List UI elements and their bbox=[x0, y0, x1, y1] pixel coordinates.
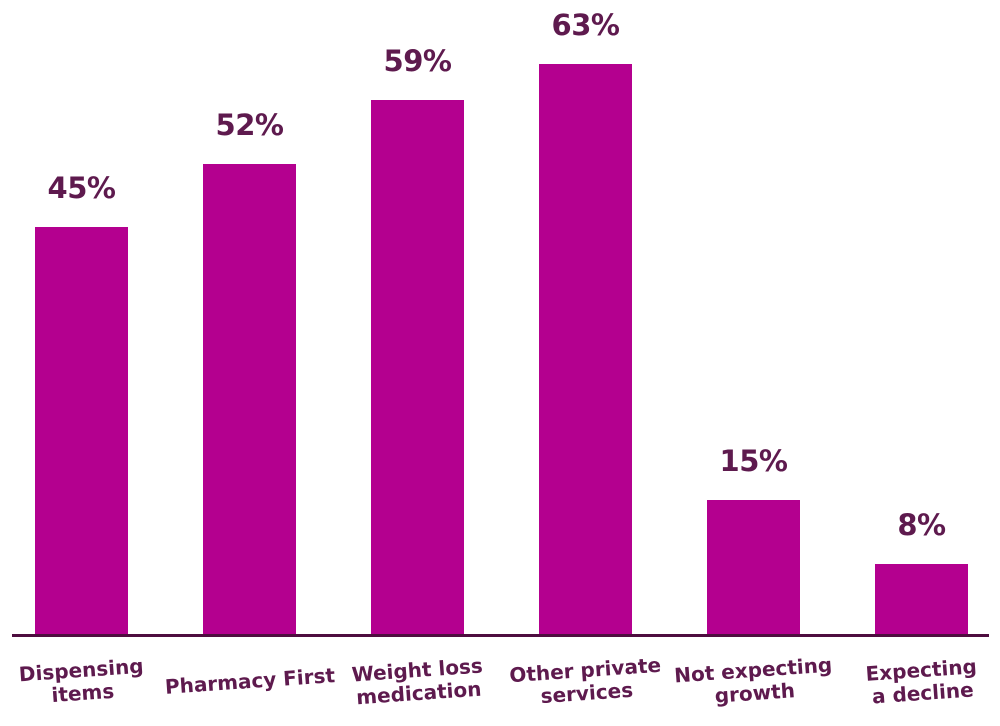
bar-value-label: 59% bbox=[383, 44, 452, 78]
category-label: Expecting a decline bbox=[830, 631, 1000, 726]
bar-value-label: 63% bbox=[551, 8, 620, 42]
category-label: Pharmacy First bbox=[158, 631, 342, 726]
bar bbox=[707, 500, 800, 637]
category-label: Not expecting growth bbox=[662, 631, 846, 726]
bar bbox=[539, 64, 632, 637]
bar-group: 52% bbox=[203, 0, 296, 637]
bar bbox=[203, 164, 296, 637]
bar-group: 59% bbox=[371, 0, 464, 637]
bar-value-label: 8% bbox=[897, 508, 946, 542]
category-label-line: growth bbox=[713, 677, 796, 708]
bar-value-label: 52% bbox=[215, 108, 284, 142]
bar bbox=[875, 564, 968, 637]
category-label: Dispensing items bbox=[0, 631, 173, 726]
category-label-line: a decline bbox=[870, 676, 974, 708]
bar bbox=[371, 100, 464, 637]
category-label-line: services bbox=[539, 677, 634, 708]
plot-area: 45% 52% 59% 63% 15% 8% bbox=[12, 0, 989, 637]
bar-group: 45% bbox=[35, 0, 128, 637]
bar-group: 15% bbox=[707, 0, 800, 637]
bar-value-label: 15% bbox=[719, 444, 788, 478]
bar-value-label: 45% bbox=[47, 171, 116, 205]
x-axis-labels: Dispensing items Pharmacy First Weight loss… bbox=[0, 637, 1000, 726]
bar-group: 63% bbox=[539, 0, 632, 637]
category-label-line: items bbox=[50, 678, 115, 707]
x-axis-line bbox=[12, 634, 989, 637]
category-label: Weight loss medication bbox=[326, 631, 510, 726]
category-label: Other private services bbox=[494, 631, 678, 726]
category-label-line: Pharmacy First bbox=[163, 663, 336, 699]
bar bbox=[35, 227, 128, 637]
bar-group: 8% bbox=[875, 0, 968, 637]
